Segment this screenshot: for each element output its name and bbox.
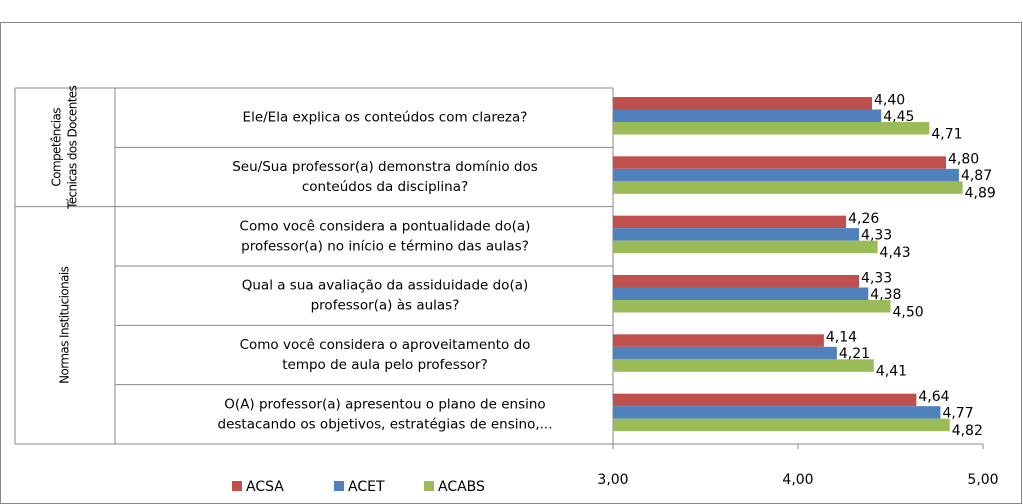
bar — [613, 359, 874, 372]
x-tick-label: 3,00 — [597, 472, 628, 488]
category-label: Ele/Ela explica os conteúdos com clareza… — [243, 110, 528, 126]
value-label: 4,50 — [893, 304, 924, 320]
category-label: conteúdos da disciplina? — [302, 179, 468, 195]
category-label: destacando os objetivos, estratégias de … — [218, 416, 553, 432]
value-label: 4,87 — [961, 168, 992, 184]
bar — [613, 418, 950, 432]
legend-label: ACET — [348, 479, 385, 495]
category-label: professor(a) às aulas? — [311, 298, 460, 314]
value-label: 4,41 — [876, 364, 907, 380]
value-label: 4,43 — [880, 245, 911, 261]
bar — [613, 393, 917, 407]
value-label: 4,26 — [848, 211, 879, 227]
bar — [613, 156, 946, 169]
category-label: Qual a sua avaliação da assiduidade do(a… — [242, 278, 529, 294]
group-label: Normas Institucionais — [58, 266, 72, 383]
bar — [613, 275, 860, 288]
legend-swatch — [334, 481, 344, 491]
value-label: 4,40 — [874, 92, 905, 108]
value-label: 4,64 — [918, 389, 949, 405]
x-tick-label: 4,00 — [782, 472, 813, 488]
value-label: 4,82 — [952, 423, 983, 439]
value-label: 4,45 — [883, 109, 914, 125]
bar — [613, 240, 878, 254]
x-tick-label: 5,00 — [967, 472, 998, 488]
category-label: tempo de aula pelo professor? — [282, 357, 488, 373]
category-label: Seu/Sua professor(a) demonstra domínio d… — [232, 159, 538, 175]
category-label: Como você considera o aproveitamento do — [240, 337, 531, 353]
bar — [613, 300, 891, 313]
legend-label: ACSA — [246, 479, 284, 495]
value-label: 4,77 — [942, 405, 973, 421]
group-label: Competências — [50, 108, 64, 187]
value-label: 4,33 — [861, 227, 892, 243]
group-label: Técnicas dos Docentes — [66, 85, 80, 210]
value-label: 4,80 — [948, 152, 979, 168]
bar — [613, 109, 882, 122]
category-label: Como você considera a pontualidade do(a) — [240, 218, 531, 234]
bar — [613, 122, 930, 135]
bar — [613, 334, 824, 347]
legend-label: ACABS — [438, 479, 485, 495]
bar — [613, 97, 872, 110]
value-label: 4,33 — [861, 270, 892, 286]
value-label: 4,14 — [826, 330, 857, 346]
bar — [613, 287, 869, 300]
bar — [613, 215, 847, 229]
legend-swatch — [424, 481, 434, 491]
value-label: 4,38 — [870, 287, 901, 303]
value-label: 4,89 — [965, 186, 996, 202]
value-label: 4,71 — [931, 126, 962, 142]
bar — [613, 406, 941, 419]
bar — [613, 228, 860, 241]
category-label: O(A) professor(a) apresentou o plano de … — [224, 396, 545, 412]
value-label: 4,21 — [839, 346, 870, 362]
bar — [613, 346, 837, 360]
bar — [613, 181, 963, 194]
bar — [613, 168, 959, 182]
category-label: professor(a) no início e término das aul… — [241, 238, 529, 254]
legend-swatch — [232, 481, 242, 491]
